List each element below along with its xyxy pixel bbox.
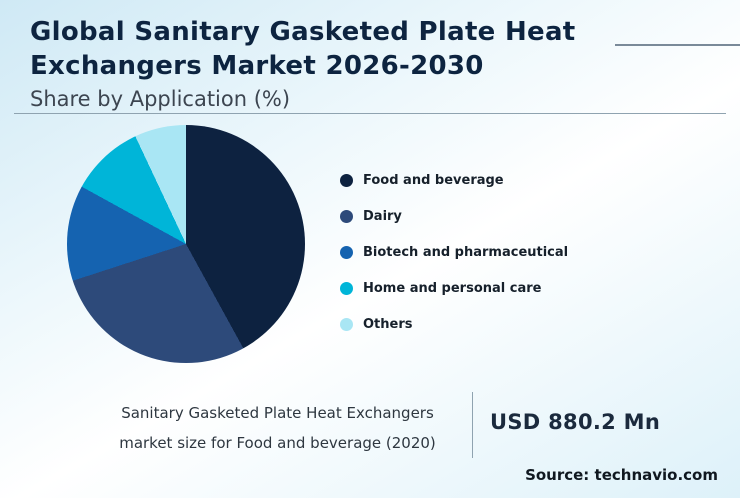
legend: Food and beverage Dairy Biotech and pharma… <box>340 173 568 353</box>
note-line-2: market size for Food and beverage (2020) <box>119 434 436 452</box>
legend-dot-icon <box>340 209 353 223</box>
decorative-line <box>615 44 740 46</box>
legend-item: Home and personal care <box>340 280 568 296</box>
pie-chart <box>67 125 305 363</box>
market-size-value: USD 880.2 Mn <box>490 410 661 434</box>
chart-subtitle: Share by Application (%) <box>30 86 291 111</box>
source-attribution: Source: technavio.com <box>525 466 718 484</box>
legend-label: Others <box>363 316 413 332</box>
legend-dot-icon <box>340 281 353 295</box>
legend-item: Food and beverage <box>340 172 568 188</box>
legend-label: Food and beverage <box>363 172 504 188</box>
market-size-note: Sanitary Gasketed Plate Heat Exchangers … <box>85 398 470 458</box>
legend-item: Biotech and pharmaceutical <box>340 244 569 260</box>
legend-item: Dairy <box>340 208 568 224</box>
header-divider <box>14 113 726 114</box>
legend-dot-icon <box>340 317 353 331</box>
legend-label: Dairy <box>363 208 402 224</box>
legend-dot-icon <box>340 173 353 187</box>
legend-label: Biotech and pharmaceutical <box>363 244 569 260</box>
chart-area: Food and beverage Dairy Biotech and pharma… <box>0 125 740 365</box>
footer: Sanitary Gasketed Plate Heat Exchangers … <box>0 392 740 460</box>
legend-label: Home and personal care <box>363 280 542 296</box>
legend-item: Others <box>340 316 568 332</box>
header: Global Sanitary Gasketed Plate Heat Exch… <box>30 16 650 113</box>
note-line-1: Sanitary Gasketed Plate Heat Exchangers <box>121 404 434 422</box>
page-title: Global Sanitary Gasketed Plate Heat Exch… <box>30 17 576 81</box>
vertical-divider <box>472 392 473 458</box>
legend-dot-icon <box>340 245 353 259</box>
